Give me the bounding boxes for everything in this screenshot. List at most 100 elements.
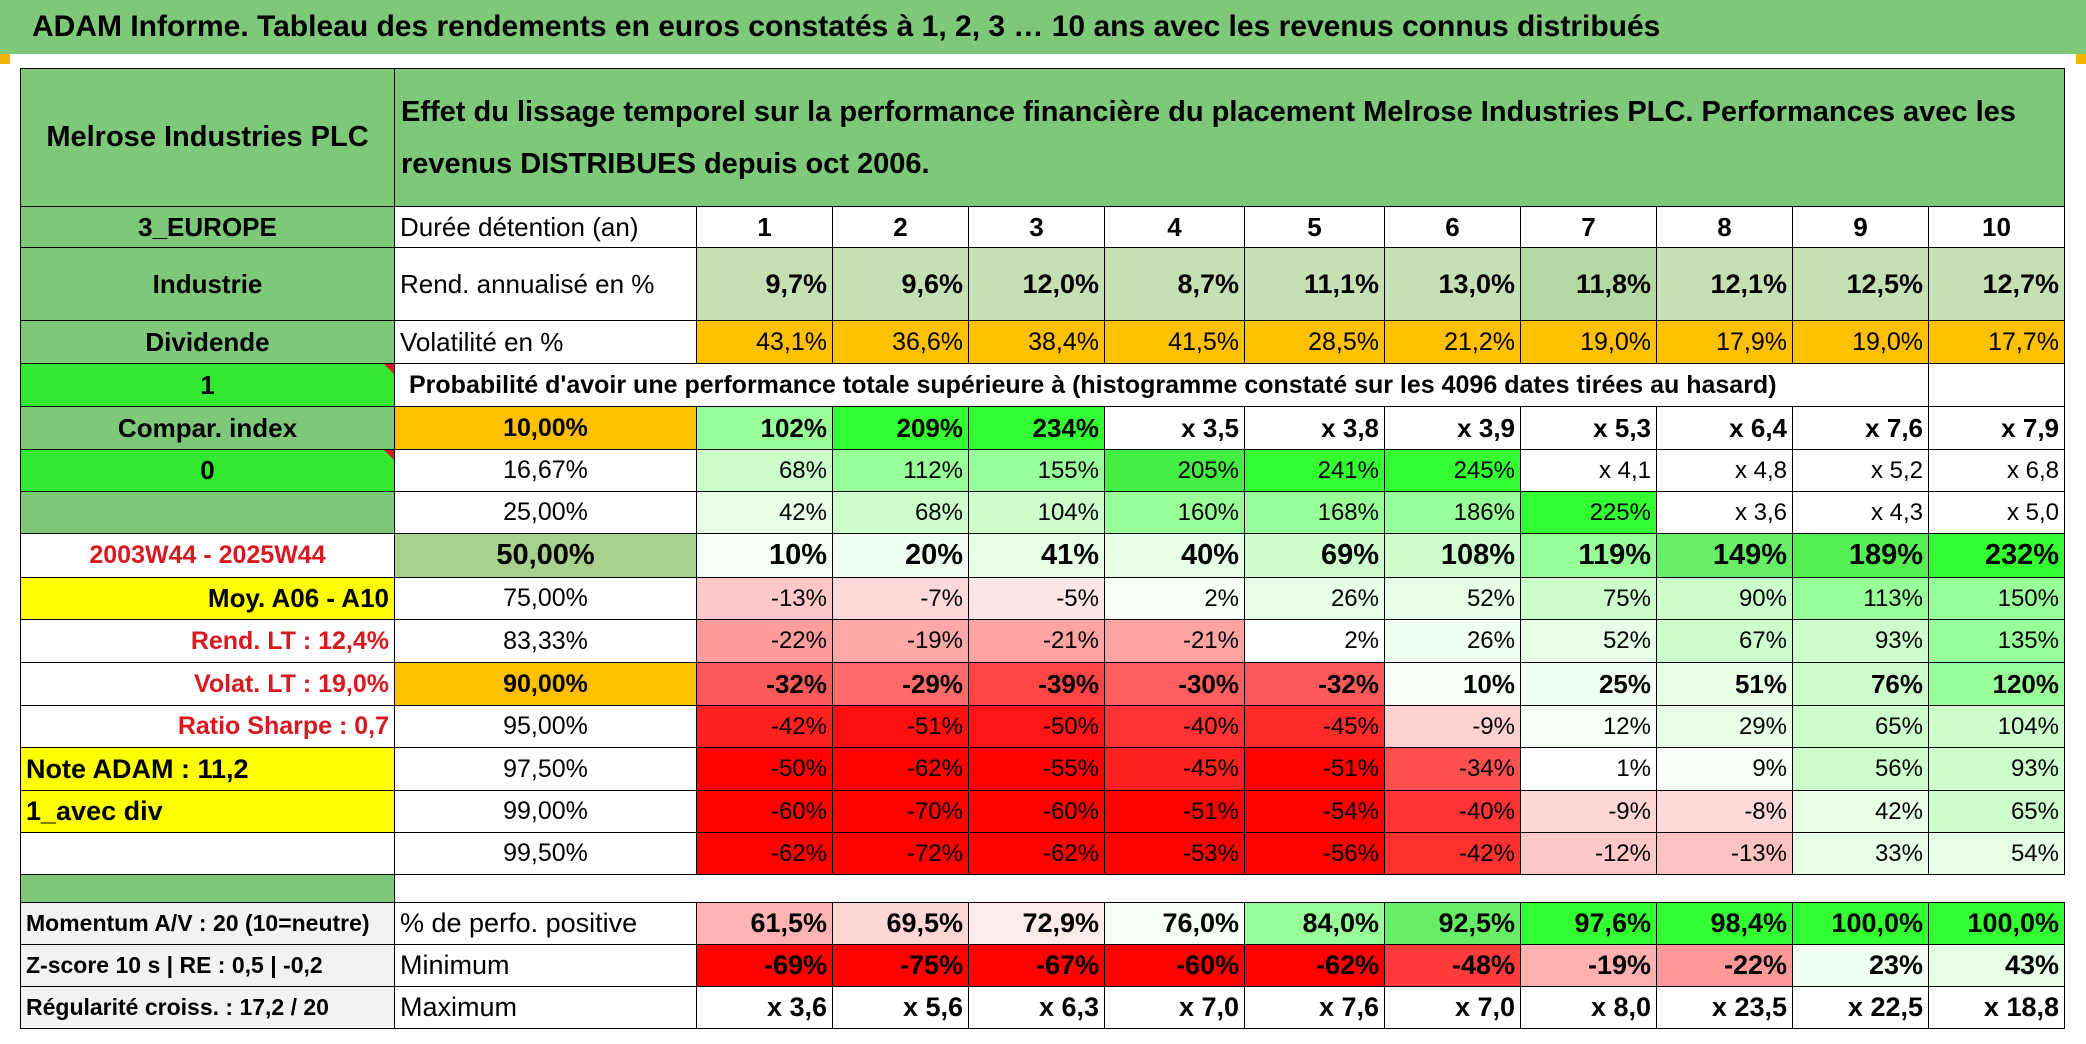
zscore-label: Z-score 10 s | RE : 0,5 | -0,2 — [20, 944, 395, 987]
pos-cell: 97,6% — [1520, 902, 1657, 945]
proba-cell: -45% — [1104, 747, 1245, 791]
proba-cell: 104% — [1928, 705, 2065, 748]
vol-cell: 17,7% — [1928, 320, 2065, 364]
proba-cell: 76% — [1792, 662, 1929, 706]
min-label: Minimum — [394, 944, 697, 987]
proba-cell: 25% — [1520, 662, 1657, 706]
proba-cell: 10% — [696, 533, 833, 578]
proba-cell: 2% — [1244, 619, 1385, 663]
proba-cell: -42% — [696, 705, 833, 748]
proba-cell: -12% — [1520, 832, 1657, 875]
proba-cell: 65% — [1792, 705, 1929, 748]
vol-cell: 41,5% — [1104, 320, 1245, 364]
proba-cell: x 4,3 — [1792, 491, 1929, 534]
empty-cell — [20, 832, 395, 875]
flag-one[interactable]: 1 — [20, 363, 395, 407]
year-header: 7 — [1520, 206, 1657, 248]
proba-cell: 186% — [1384, 491, 1521, 534]
flag-zero[interactable]: 0 — [20, 449, 395, 492]
proba-cell: 40% — [1104, 533, 1245, 578]
moy-label: Moy. A06 - A10 — [20, 577, 395, 620]
pos-label: % de perfo. positive — [394, 902, 697, 945]
proba-cell: x 7,6 — [1792, 406, 1929, 450]
proba-cell: -45% — [1244, 705, 1385, 748]
min-cell: 43% — [1928, 944, 2065, 987]
max-cell: x 23,5 — [1656, 986, 1793, 1029]
proba-cell: -62% — [832, 747, 969, 791]
proba-cell: -22% — [696, 619, 833, 663]
min-cell: -22% — [1656, 944, 1793, 987]
proba-cell: -60% — [968, 790, 1105, 833]
min-cell: -67% — [968, 944, 1105, 987]
proba-cell: 90% — [1656, 577, 1793, 620]
vol-cell: 19,0% — [1792, 320, 1929, 364]
proba-cell: 56% — [1792, 747, 1929, 791]
proba-cell: -53% — [1104, 832, 1245, 875]
max-cell: x 7,0 — [1104, 986, 1245, 1029]
proba-cell: x 4,8 — [1656, 449, 1793, 492]
empty-green-cell — [20, 491, 395, 534]
proba-cell: 119% — [1520, 533, 1657, 578]
proba-cell: 155% — [968, 449, 1105, 492]
proba-cell: 67% — [1656, 619, 1793, 663]
separator-green — [20, 874, 395, 903]
proba-cell: 108% — [1384, 533, 1521, 578]
proba-cell: -62% — [696, 832, 833, 875]
proba-cell: 68% — [832, 491, 969, 534]
proba-cell: 41% — [968, 533, 1105, 578]
probability-threshold: 50,00% — [394, 533, 697, 578]
min-cell: -69% — [696, 944, 833, 987]
proba-cell: 54% — [1928, 832, 2065, 875]
proba-cell: 168% — [1244, 491, 1385, 534]
year-header: 1 — [696, 206, 833, 248]
proba-cell: 234% — [968, 406, 1105, 450]
proba-cell: -70% — [832, 790, 969, 833]
vol-cell: 28,5% — [1244, 320, 1385, 364]
description: Effet du lissage temporel sur la perform… — [394, 68, 2065, 207]
proba-cell: 26% — [1244, 577, 1385, 620]
proba-cell: -9% — [1520, 790, 1657, 833]
proba-cell: 68% — [696, 449, 833, 492]
probability-threshold: 16,67% — [394, 449, 697, 492]
proba-cell: 69% — [1244, 533, 1385, 578]
regularite-label: Régularité croiss. : 17,2 / 20 — [20, 986, 395, 1029]
max-label: Maximum — [394, 986, 697, 1029]
max-cell: x 18,8 — [1928, 986, 2065, 1029]
rend-cell: 8,7% — [1104, 247, 1245, 321]
proba-cell: x 3,5 — [1104, 406, 1245, 450]
rend-lt-label: Rend. LT : 12,4% — [20, 619, 395, 663]
proba-cell: 120% — [1928, 662, 2065, 706]
rend-cell: 12,1% — [1656, 247, 1793, 321]
avec-div-label: 1_avec div — [20, 790, 395, 833]
proba-cell: 189% — [1792, 533, 1929, 578]
proba-cell: 52% — [1520, 619, 1657, 663]
proba-cell: 29% — [1656, 705, 1793, 748]
proba-cell: x 3,8 — [1244, 406, 1385, 450]
max-cell: x 22,5 — [1792, 986, 1929, 1029]
rend-label: Rend. annualisé en % — [394, 247, 697, 321]
max-cell: x 8,0 — [1520, 986, 1657, 1029]
proba-cell: 112% — [832, 449, 969, 492]
proba-cell: -19% — [832, 619, 969, 663]
max-cell: x 5,6 — [832, 986, 969, 1029]
proba-cell: 245% — [1384, 449, 1521, 492]
proba-cell: -51% — [832, 705, 969, 748]
duree-label: Durée détention (an) — [394, 206, 697, 248]
proba-cell: 104% — [968, 491, 1105, 534]
pos-cell: 61,5% — [696, 902, 833, 945]
max-cell: x 7,6 — [1244, 986, 1385, 1029]
proba-cell: -13% — [696, 577, 833, 620]
proba-cell: -55% — [968, 747, 1105, 791]
proba-cell: x 7,9 — [1928, 406, 2065, 450]
proba-cell: -34% — [1384, 747, 1521, 791]
proba-cell: -8% — [1656, 790, 1793, 833]
proba-cell: 93% — [1928, 747, 2065, 791]
vol-cell: 19,0% — [1520, 320, 1657, 364]
dividend-label: Dividende — [20, 320, 395, 364]
rend-cell: 9,7% — [696, 247, 833, 321]
probability-threshold: 97,50% — [394, 747, 697, 791]
sector-label: Industrie — [20, 247, 395, 321]
probability-threshold: 25,00% — [394, 491, 697, 534]
proba-cell: 150% — [1928, 577, 2065, 620]
probability-threshold: 75,00% — [394, 577, 697, 620]
